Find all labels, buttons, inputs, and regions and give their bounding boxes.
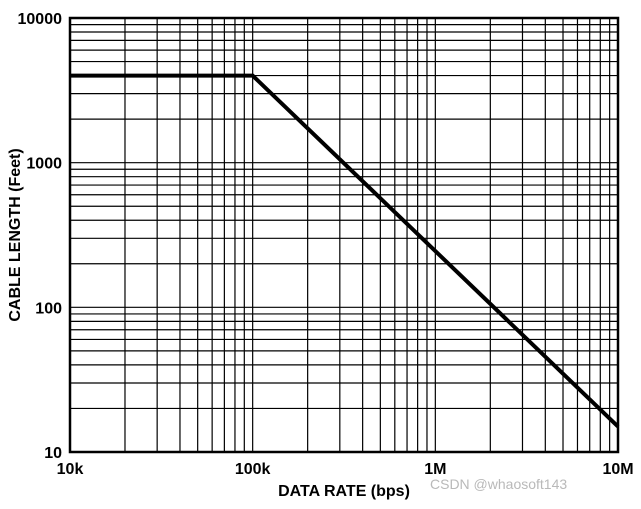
- x-axis-label: DATA RATE (bps): [278, 483, 410, 500]
- y-tick-label: 1000: [26, 156, 62, 173]
- x-tick-label: 100k: [235, 461, 271, 478]
- x-tick-label: 10M: [602, 461, 633, 478]
- y-tick-label: 10000: [18, 11, 63, 28]
- loglog-chart: 10k 100k 1M 10M 10 100 1000 10000 DATA RATE (bps…: [0, 0, 641, 509]
- chart-container: 10k 100k 1M 10M 10 100 1000 10000 DATA RATE (bps…: [0, 0, 641, 509]
- x-tick-label: 10k: [57, 461, 84, 478]
- y-tick-label: 10: [44, 445, 62, 462]
- y-axis-label: CABLE LENGTH (Feet): [7, 148, 24, 321]
- x-tick-label: 1M: [424, 461, 446, 478]
- y-tick-label: 100: [35, 300, 62, 317]
